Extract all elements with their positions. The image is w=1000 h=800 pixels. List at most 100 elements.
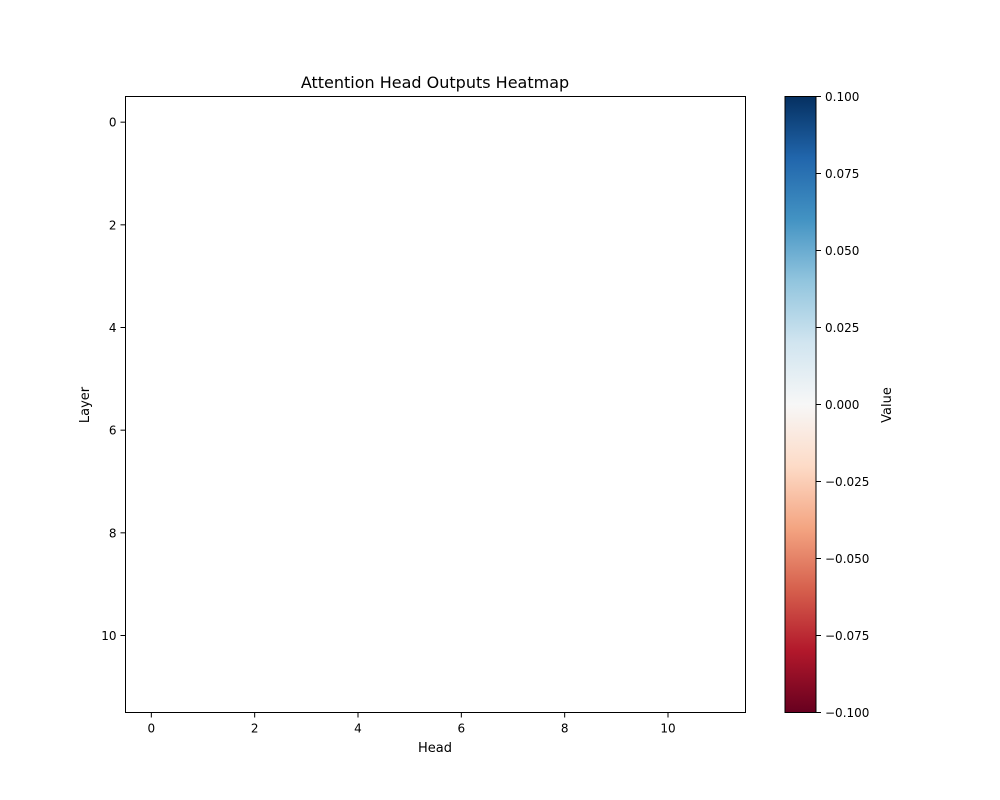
- heatmap-cell: [280, 250, 333, 302]
- heatmap-cell: [538, 353, 591, 405]
- heatmap-cell: [487, 199, 539, 251]
- heatmap-cell: [332, 455, 384, 508]
- heatmap-cell: [332, 558, 384, 610]
- x-axis-ticks: 0 2 4 6 8 10: [148, 712, 676, 736]
- heatmap-cell: [177, 301, 229, 354]
- heatmap-cell: [487, 353, 539, 405]
- heatmap-cell: [487, 558, 539, 610]
- heatmap-cell: [538, 96, 591, 148]
- heatmap-cell: [177, 455, 229, 508]
- heatmap-cell: [332, 507, 384, 559]
- heatmap-cell: [383, 301, 436, 354]
- heatmap-cell: [590, 353, 643, 405]
- heatmap-cell: [125, 147, 178, 200]
- heatmap-cell: [642, 353, 694, 405]
- heatmap-cell: [590, 609, 643, 662]
- heatmap-cell: [125, 661, 178, 713]
- x-tick-label: 2: [251, 722, 259, 736]
- heatmap-cell: [383, 147, 436, 200]
- heatmap-cell: [538, 250, 591, 302]
- colorbar: [785, 96, 816, 713]
- heatmap-cell: [435, 250, 488, 302]
- heatmap-cell: [280, 558, 333, 610]
- heatmap-cell: [383, 558, 436, 610]
- heatmap-cell: [228, 96, 281, 148]
- heatmap-cell: [332, 353, 384, 405]
- heatmap-cell: [228, 250, 281, 302]
- heatmap-cell: [383, 250, 436, 302]
- heatmap-cell: [228, 558, 281, 610]
- colorbar-label: Value: [880, 387, 895, 423]
- heatmap-cell: [590, 147, 643, 200]
- heatmap-cell: [280, 147, 333, 200]
- heatmap-cell: [693, 199, 746, 251]
- heatmap-cell: [538, 558, 591, 610]
- heatmap-cell: [383, 507, 436, 559]
- heatmap-cell: [177, 353, 229, 405]
- heatmap-cell: [125, 558, 178, 610]
- heatmap-cell: [125, 199, 178, 251]
- heatmap-cell: [435, 507, 488, 559]
- x-tick-label: 8: [561, 722, 569, 736]
- heatmap-cell: [693, 147, 746, 200]
- heatmap-cell: [487, 661, 539, 713]
- heatmap-cell: [177, 250, 229, 302]
- heatmap-cell: [332, 199, 384, 251]
- heatmap-cell: [693, 455, 746, 508]
- x-tick-label: 10: [660, 722, 675, 736]
- heatmap-cell: [642, 455, 694, 508]
- heatmap-cell: [332, 96, 384, 148]
- heatmap-cell: [228, 353, 281, 405]
- x-axis-label: Head: [418, 741, 452, 756]
- heatmap-cell: [228, 301, 281, 354]
- heatmap-cell: [280, 353, 333, 405]
- heatmap-cell: [590, 199, 643, 251]
- x-tick-label: 0: [148, 722, 156, 736]
- heatmap-cell: [590, 404, 643, 456]
- heatmap-cell: [383, 455, 436, 508]
- heatmap-cell: [332, 404, 384, 456]
- heatmap-cell: [177, 147, 229, 200]
- heatmap-cell: [642, 404, 694, 456]
- heatmap-cell: [590, 558, 643, 610]
- heatmap-cell: [693, 661, 746, 713]
- heatmap-cell: [125, 96, 178, 148]
- heatmap-cell: [125, 353, 178, 405]
- heatmap-cell: [642, 96, 694, 148]
- heatmap-cell: [487, 507, 539, 559]
- colorbar-tick-label: 0.025: [825, 321, 859, 335]
- heatmap-cell: [487, 250, 539, 302]
- heatmap-cell: [332, 661, 384, 713]
- heatmap-cell: [383, 609, 436, 662]
- heatmap-cell: [435, 353, 488, 405]
- heatmap-cell: [590, 661, 643, 713]
- y-axis-ticks: 0 2 4 6 8 10: [101, 116, 126, 643]
- colorbar-tick-label: −0.025: [825, 475, 869, 489]
- heatmap-cell: [642, 609, 694, 662]
- heatmap-cell: [280, 301, 333, 354]
- heatmap-cell: [280, 609, 333, 662]
- heatmap-cell: [125, 301, 178, 354]
- x-tick-label: 6: [458, 722, 466, 736]
- heatmap-cell: [487, 404, 539, 456]
- colorbar-tick-label: −0.100: [825, 706, 869, 720]
- heatmap-cell: [125, 404, 178, 456]
- heatmap-cell: [538, 455, 591, 508]
- heatmap-cell: [642, 661, 694, 713]
- heatmap-cell: [642, 507, 694, 559]
- colorbar-tick-label: 0.100: [825, 90, 859, 104]
- y-tick-label: 6: [109, 424, 117, 438]
- y-tick-label: 10: [101, 629, 116, 643]
- heatmap-cell: [280, 661, 333, 713]
- heatmap-cell: [383, 199, 436, 251]
- heatmap-cell: [538, 199, 591, 251]
- heatmap-cell: [642, 250, 694, 302]
- heatmap-cell: [487, 609, 539, 662]
- heatmap-cell: [383, 353, 436, 405]
- heatmap-cell: [590, 301, 643, 354]
- colorbar-ticks: 0.100 0.075 0.050 0.025 0.000 −0.025 −0.050 −0.…: [816, 90, 869, 720]
- heatmap-cell: [435, 609, 488, 662]
- heatmap-cell: [280, 404, 333, 456]
- heatmap-cell: [487, 96, 539, 148]
